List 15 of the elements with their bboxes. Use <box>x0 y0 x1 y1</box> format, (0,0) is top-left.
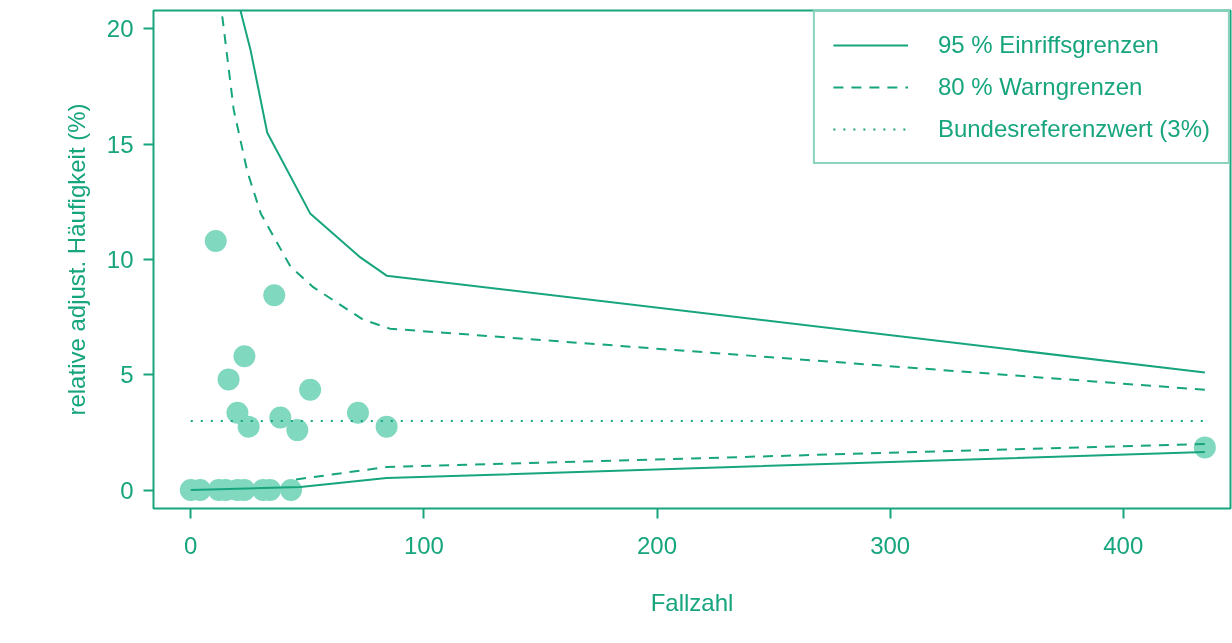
x-tick-label: 100 <box>403 531 444 559</box>
y-tick-label: 10 <box>106 246 134 273</box>
y-axis-title: relative adjust. Häufigkeit (%) <box>62 103 90 416</box>
x-tick-label: 0 <box>184 531 198 559</box>
x-tick-label: 200 <box>637 531 678 559</box>
x-axis-title: Fallzahl <box>650 588 734 616</box>
legend-label: 95 % Einriffsgrenzen <box>937 31 1159 59</box>
y-tick-label: 0 <box>120 476 134 504</box>
y-tick-label: 15 <box>106 130 134 158</box>
legend-label: Bundesreferenzwert (3%) <box>937 115 1210 143</box>
y-tick-label: 5 <box>120 361 134 389</box>
legend-label: 80 % Warngrenzen <box>937 73 1143 101</box>
x-tick-label: 300 <box>870 531 911 559</box>
y-tick-label: 20 <box>106 15 134 43</box>
x-tick-label: 400 <box>1103 531 1144 559</box>
